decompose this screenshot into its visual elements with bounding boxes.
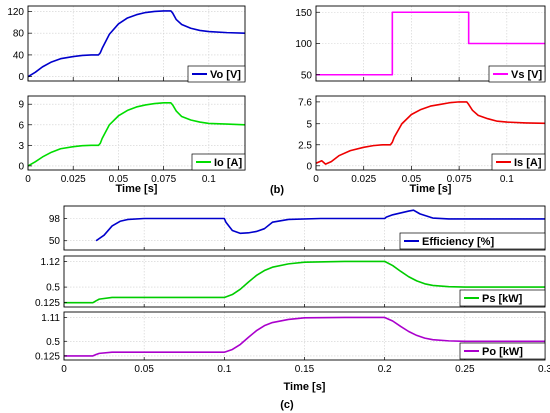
legend-label: Vs [V] — [511, 69, 543, 81]
series-line-vo — [27, 10, 246, 78]
y-tick-label: 0.125 — [35, 298, 60, 309]
x-tick-label: 0.05 — [109, 174, 129, 185]
x-tick-label: 0.075 — [447, 174, 472, 185]
chart-po: 0.125 0.5 1.11 0 0.05 0.1 0.15 0.2 0.25 0.3 Time [… — [35, 311, 550, 393]
x-tick-label: 0.1 — [217, 364, 231, 375]
x-tick-label: 0.1 — [500, 174, 514, 185]
y-tick-label: 120 — [7, 7, 24, 18]
x-tick-label: 0.25 — [455, 364, 475, 375]
y-tick-label: 50 — [49, 236, 61, 247]
chart-vs: 50 100 150 Vs [V] — [295, 5, 546, 83]
legend-box — [488, 65, 546, 83]
series-line-po — [64, 316, 545, 357]
y-tick-label: 0 — [306, 161, 312, 172]
y-tick-label: 0 — [18, 72, 24, 83]
x-axis-label: Time [s] — [284, 381, 326, 393]
legend-box — [187, 65, 246, 83]
y-tick-label: 6 — [18, 120, 24, 131]
series-line-is — [315, 101, 546, 165]
legend-label: Efficiency [%] — [422, 236, 494, 248]
axes-frame — [27, 95, 246, 171]
x-tick-label: 0.15 — [295, 364, 315, 375]
y-tick-label: 100 — [295, 39, 312, 50]
x-tick-label: 0.075 — [151, 174, 176, 185]
y-tick-label: 98 — [49, 214, 61, 225]
legend-label: Is [A] — [514, 157, 542, 169]
chart-ps: 0.125 0.5 1.12 Ps [kW] — [35, 255, 546, 309]
legend-label: Vo [V] — [210, 69, 241, 81]
x-tick-label: 0.05 — [134, 364, 154, 375]
chart-vo: 0 40 80 120 Vo [V] — [7, 5, 246, 83]
axes-frame — [315, 95, 546, 171]
series-line-eff — [95, 209, 545, 242]
y-tick-label: 3 — [18, 141, 24, 152]
y-tick-label: 0 — [18, 161, 24, 172]
x-tick-label: 0.05 — [402, 174, 422, 185]
x-axis-label: Time [s] — [116, 183, 158, 195]
x-tick-label: 0 — [25, 174, 31, 185]
chart-io: 0 3 6 9 0 0.025 0.05 0.075 0.1 Time [s] Io [A] — [18, 95, 246, 195]
series-line-vs — [316, 11, 545, 76]
y-tick-label: 5 — [306, 119, 312, 130]
legend-box — [459, 289, 546, 307]
x-tick-label: 0.1 — [202, 174, 216, 185]
x-tick-label: 0.2 — [378, 364, 392, 375]
y-tick-label: 0.125 — [35, 351, 60, 362]
y-tick-label: 40 — [13, 50, 25, 61]
x-tick-label: 0 — [313, 174, 319, 185]
y-tick-label: 80 — [13, 29, 25, 40]
series-line-io — [27, 102, 246, 167]
y-tick-label: 0.5 — [46, 283, 60, 294]
y-tick-label: 150 — [295, 8, 312, 19]
y-tick-label: 50 — [301, 70, 313, 81]
x-axis-label: Time [s] — [410, 183, 452, 195]
chart-efficiency: 50 98 Efficiency [%] — [49, 205, 546, 251]
y-tick-label: 0.5 — [46, 337, 60, 348]
x-tick-label: 0 — [61, 364, 67, 375]
y-tick-label: 1.11 — [41, 313, 60, 324]
legend-label: Ps [kW] — [482, 293, 523, 305]
legend-box — [491, 153, 546, 171]
x-tick-label: 0.025 — [351, 174, 376, 185]
caption-c: (c) — [280, 399, 294, 411]
axes-frame — [27, 5, 246, 82]
x-tick-label: 0.025 — [61, 174, 86, 185]
chart-is: 0 2.5 5 7.6 0 0.025 0.05 0.075 0.1 Time [s] Is [A] — [298, 95, 546, 195]
legend-box — [399, 232, 546, 250]
x-tick-label: 0.3 — [538, 364, 550, 375]
legend-box — [459, 342, 546, 360]
y-tick-label: 2.5 — [298, 140, 312, 151]
y-tick-label: 7.6 — [298, 97, 312, 108]
legend-label: Io [A] — [214, 157, 242, 169]
legend-box — [191, 153, 246, 171]
legend-label: Po [kW] — [482, 346, 523, 358]
y-tick-label: 1.12 — [41, 257, 61, 268]
caption-b: (b) — [270, 184, 284, 196]
series-line-ps — [64, 260, 545, 304]
y-tick-label: 9 — [18, 100, 24, 111]
